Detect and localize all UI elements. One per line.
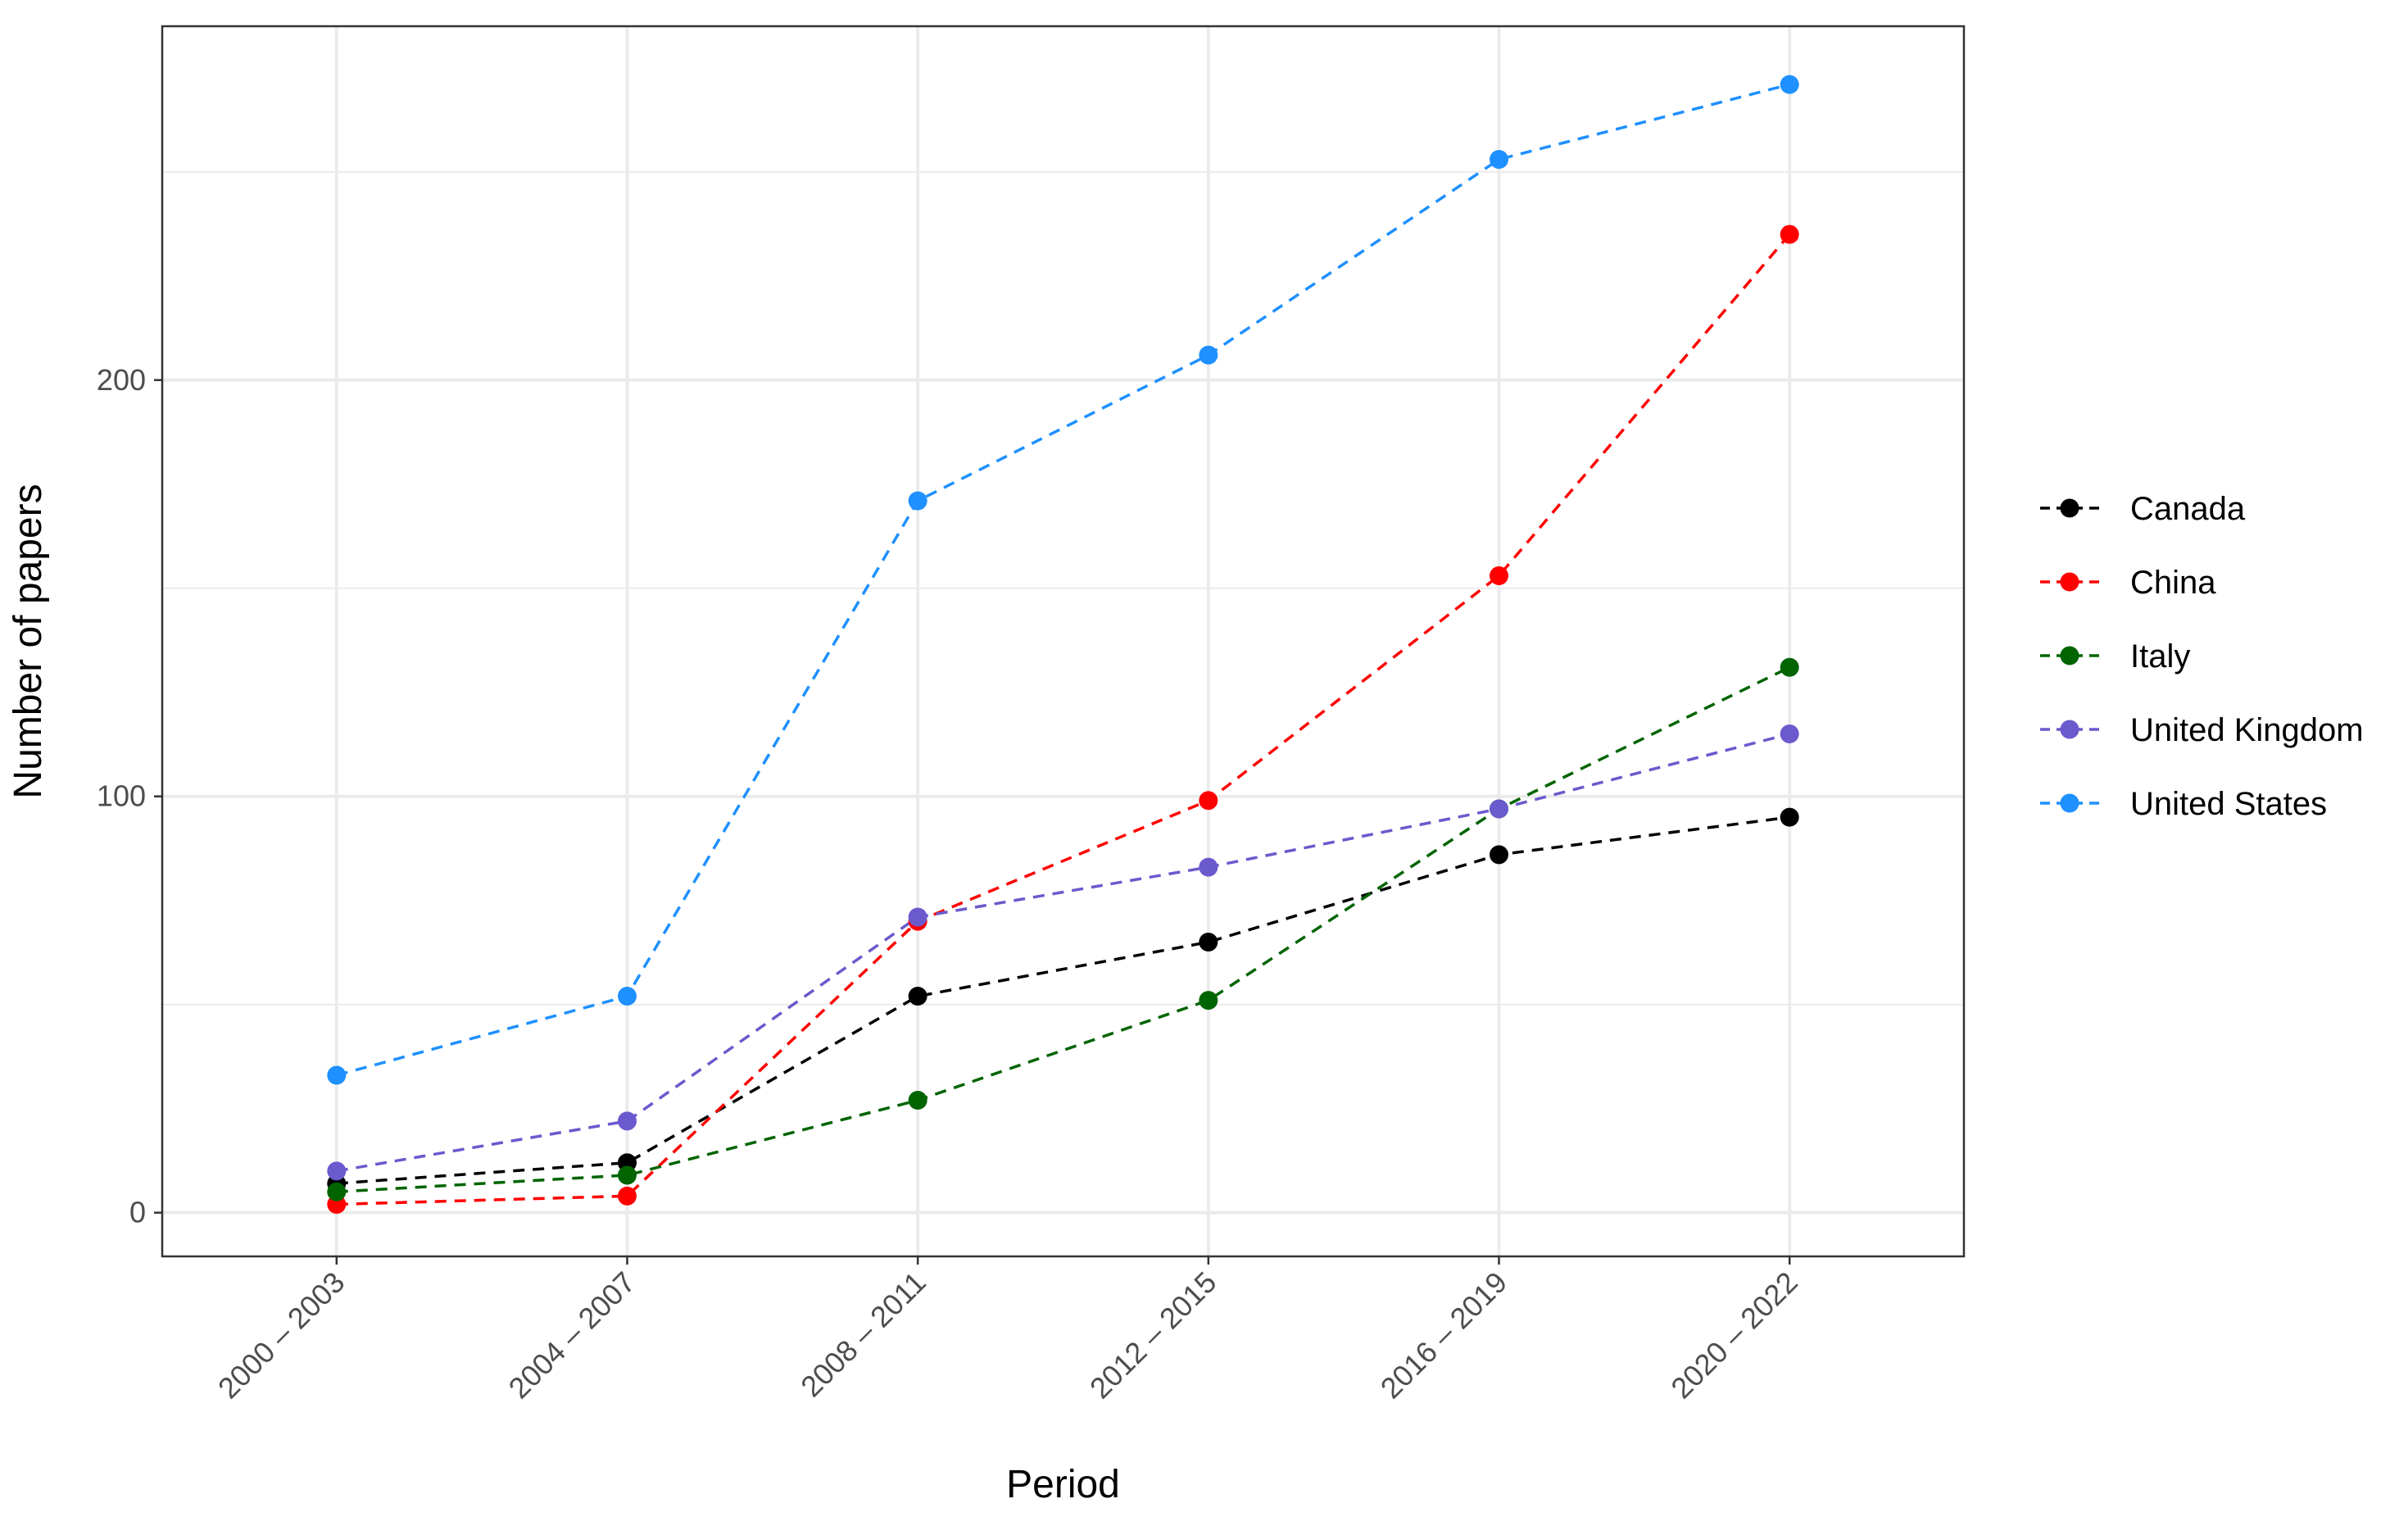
legend-key-point: [2060, 498, 2079, 518]
plot-panel: [162, 26, 1964, 1256]
data-point-italy: [327, 1182, 347, 1201]
series-lines: [336, 83, 1791, 1206]
series-line-italy: [336, 665, 1790, 1194]
y-axis-title: Number of papers: [7, 484, 50, 798]
series-line-united-kingdom: [336, 732, 1790, 1173]
data-point-united-kingdom: [327, 1161, 347, 1181]
data-point-united-kingdom: [1780, 724, 1799, 744]
legend-key-point: [2060, 793, 2079, 813]
series-points: [327, 75, 1799, 1215]
data-point-canada: [1490, 845, 1509, 865]
legend-item-canada: Canada: [2040, 491, 2246, 527]
y-tick-label: 200: [97, 363, 146, 397]
data-point-china: [617, 1186, 637, 1206]
data-point-china: [1199, 791, 1218, 811]
grid-lines: [162, 26, 1964, 1256]
data-point-united-states: [1490, 150, 1509, 170]
series-line-china: [336, 233, 1791, 1206]
legend-key-point: [2060, 572, 2079, 592]
data-point-canada: [1780, 807, 1799, 827]
legend-key-point: [2060, 720, 2079, 739]
data-point-china: [1490, 565, 1509, 585]
legend-item-italy: Italy: [2040, 638, 2190, 674]
data-point-italy: [1199, 991, 1218, 1011]
data-point-united-kingdom: [908, 907, 927, 927]
legend-item-united-kingdom: United Kingdom: [2040, 712, 2364, 748]
legend-label: China: [2130, 565, 2216, 601]
data-point-united-states: [1199, 345, 1218, 365]
legend-key-point: [2060, 646, 2079, 665]
legend-label: United Kingdom: [2130, 712, 2364, 748]
y-tick-label: 100: [97, 779, 146, 813]
data-point-italy: [908, 1091, 927, 1110]
data-point-united-kingdom: [1490, 799, 1509, 819]
data-point-canada: [1199, 932, 1218, 952]
data-point-united-states: [1780, 75, 1799, 94]
data-point-italy: [1780, 657, 1799, 677]
x-axis-title: Period: [1006, 1463, 1120, 1506]
y-tick-label: 0: [129, 1196, 146, 1229]
legend-label: Canada: [2130, 491, 2246, 527]
legend-label: United States: [2130, 786, 2327, 822]
data-point-united-kingdom: [1199, 857, 1218, 877]
legend-item-china: China: [2040, 565, 2216, 601]
data-point-china: [1780, 225, 1799, 244]
series-line-canada: [336, 815, 1790, 1185]
data-point-canada: [908, 987, 927, 1006]
data-point-united-states: [617, 987, 637, 1006]
data-point-united-states: [327, 1065, 347, 1085]
data-point-italy: [617, 1165, 637, 1185]
data-point-united-states: [908, 491, 927, 511]
legend-item-united-states: United States: [2040, 786, 2327, 822]
series-line-united-states: [336, 83, 1790, 1077]
legend: Canada China Italy United Kingdom United Sta…: [2040, 491, 2364, 822]
plot-panel-border: [161, 25, 1966, 1258]
legend-label: Italy: [2130, 638, 2190, 674]
data-point-united-kingdom: [617, 1111, 637, 1131]
